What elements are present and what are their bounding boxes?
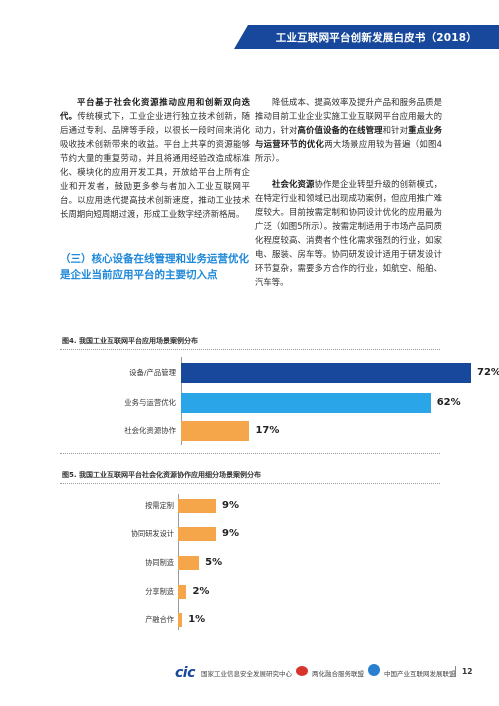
left-paragraph-1: 平台基于社会化资源推动应用和创新双向迭代。传统模式下，工业企业进行独立技术创新，…	[60, 95, 250, 221]
figure5-bar-label: 产融合作	[145, 615, 174, 624]
footer-separator	[455, 666, 456, 677]
rp1-bold-2: 重点业务与运营环节的优化	[255, 125, 443, 149]
figure4-bar-label: 设备/产品管理	[129, 368, 176, 377]
footer: cic 国家工业信息安全发展研究中心 两化融合服务联盟 中国产业互联网发展联盟 …	[0, 660, 499, 690]
rp2-body: 协作是企业转型升级的创新模式，在特定行业和领域已出现成功案例，但应用推广难度较大…	[255, 179, 443, 287]
figure4-bar-value: 62%	[436, 397, 461, 408]
figure5-top-rule	[60, 483, 440, 484]
figure5-bar-label: 按需定制	[145, 501, 174, 510]
figure5-bar-value: 1%	[188, 614, 206, 625]
figure4-title: 图4. 我国工业互联网平台应用场景案例分布	[62, 337, 198, 345]
rp1-text-d: 两大场景应用较为普遍（如图4所示）。	[255, 139, 443, 163]
left-paragraph-body: 传统模式下，工业企业进行独立技术创新，随后通过专利、品牌等手段，以很长一段时间来…	[60, 111, 251, 219]
figure5-bar-value: 9%	[222, 528, 239, 539]
figure5-bar-label: 协同研发设计	[130, 529, 174, 538]
figure4-bar	[181, 363, 471, 383]
header-title-band: 工业互联网平台创新发展白皮书（2018）	[234, 25, 499, 49]
rp1-text-c: 和针对	[382, 125, 409, 135]
figure5-bar	[178, 613, 183, 627]
right-column: 降低成本、提高效率及提升产品和服务品质是推动目前工业企业实施工业互联网平台应用最…	[255, 95, 442, 289]
figure5-bar-value: 2%	[192, 586, 210, 597]
figure4-bar-label: 业务与运营优化	[124, 398, 176, 407]
figure4-top-rule	[60, 349, 440, 350]
figure5-bar-row: 产融合作 1%	[60, 612, 360, 628]
figure4-bar-row: 业务与运营优化 62%	[60, 392, 461, 414]
figure4-bottom-rule	[60, 453, 440, 454]
figure5-bar	[178, 585, 187, 599]
figure5-bar-label: 分享制造	[145, 587, 174, 596]
figure5-title: 图5. 我国工业互联网平台社会化资源协作应用细分场景案例分布	[62, 471, 261, 479]
figure5-bar-value: 5%	[205, 557, 223, 568]
figure4-bar-label: 社会化资源协作	[124, 426, 176, 435]
figure5-bar-row: 协同制造 5%	[60, 555, 360, 571]
figure5-bar-row: 按需定制 9%	[60, 498, 360, 514]
footer-org-2: 两化融合服务联盟	[312, 670, 364, 678]
cic-logo: cic	[175, 665, 195, 681]
right-paragraph-1: 降低成本、提高效率及提升产品和服务品质是推动目前工业企业实施工业互联网平台应用最…	[255, 95, 442, 165]
figure5-bar	[178, 499, 216, 513]
figure4-bar-row: 社会化资源协作 17%	[60, 420, 450, 442]
left-column: 平台基于社会化资源推动应用和创新双向迭代。传统模式下，工业企业进行独立技术创新，…	[60, 95, 250, 221]
alliance-logo-icon	[368, 664, 380, 676]
figure4-bar-value: 72%	[477, 367, 499, 378]
figure5-bar-label: 协同制造	[145, 558, 174, 567]
figure4-bar	[181, 421, 250, 441]
figure5-bar-row: 分享制造 2%	[60, 584, 360, 600]
figure5-bar-value: 9%	[222, 500, 239, 511]
figure4-bar-row: 设备/产品管理 72%	[60, 362, 499, 384]
footer-org-1: 国家工业信息安全发展研究中心	[201, 670, 292, 678]
footer-org-3: 中国产业互联网发展联盟	[384, 670, 456, 678]
figure5-bar-row: 协同研发设计 9%	[60, 526, 360, 542]
rp2-bold: 社会化资源	[272, 179, 315, 189]
page-number: 12	[462, 667, 473, 676]
rp1-text-a: 降低成本、提高效率及提升产品和服务品质是推动目前工业企业实施工业互联网平台应用最…	[255, 97, 442, 135]
figure4-bar	[181, 393, 431, 413]
right-paragraph-2: 社会化资源协作是企业转型升级的创新模式，在特定行业和领域已出现成功案例，但应用推…	[255, 177, 442, 289]
section-heading: （三）核心设备在线管理和业务运营优化是企业当前应用平台的主要切入点	[60, 253, 249, 281]
rp1-bold-1: 高价值设备的在线管理	[297, 125, 383, 135]
left-paragraph-lead: 平台基于社会化资源推动应用和创新双向迭代。	[60, 97, 250, 121]
aii-logo-icon	[296, 666, 308, 676]
header-title: 工业互联网平台创新发展白皮书（2018）	[275, 31, 477, 44]
figure5-bar	[178, 556, 200, 570]
figure4-bar-value: 17%	[255, 425, 280, 436]
figure5-bar	[178, 527, 216, 541]
